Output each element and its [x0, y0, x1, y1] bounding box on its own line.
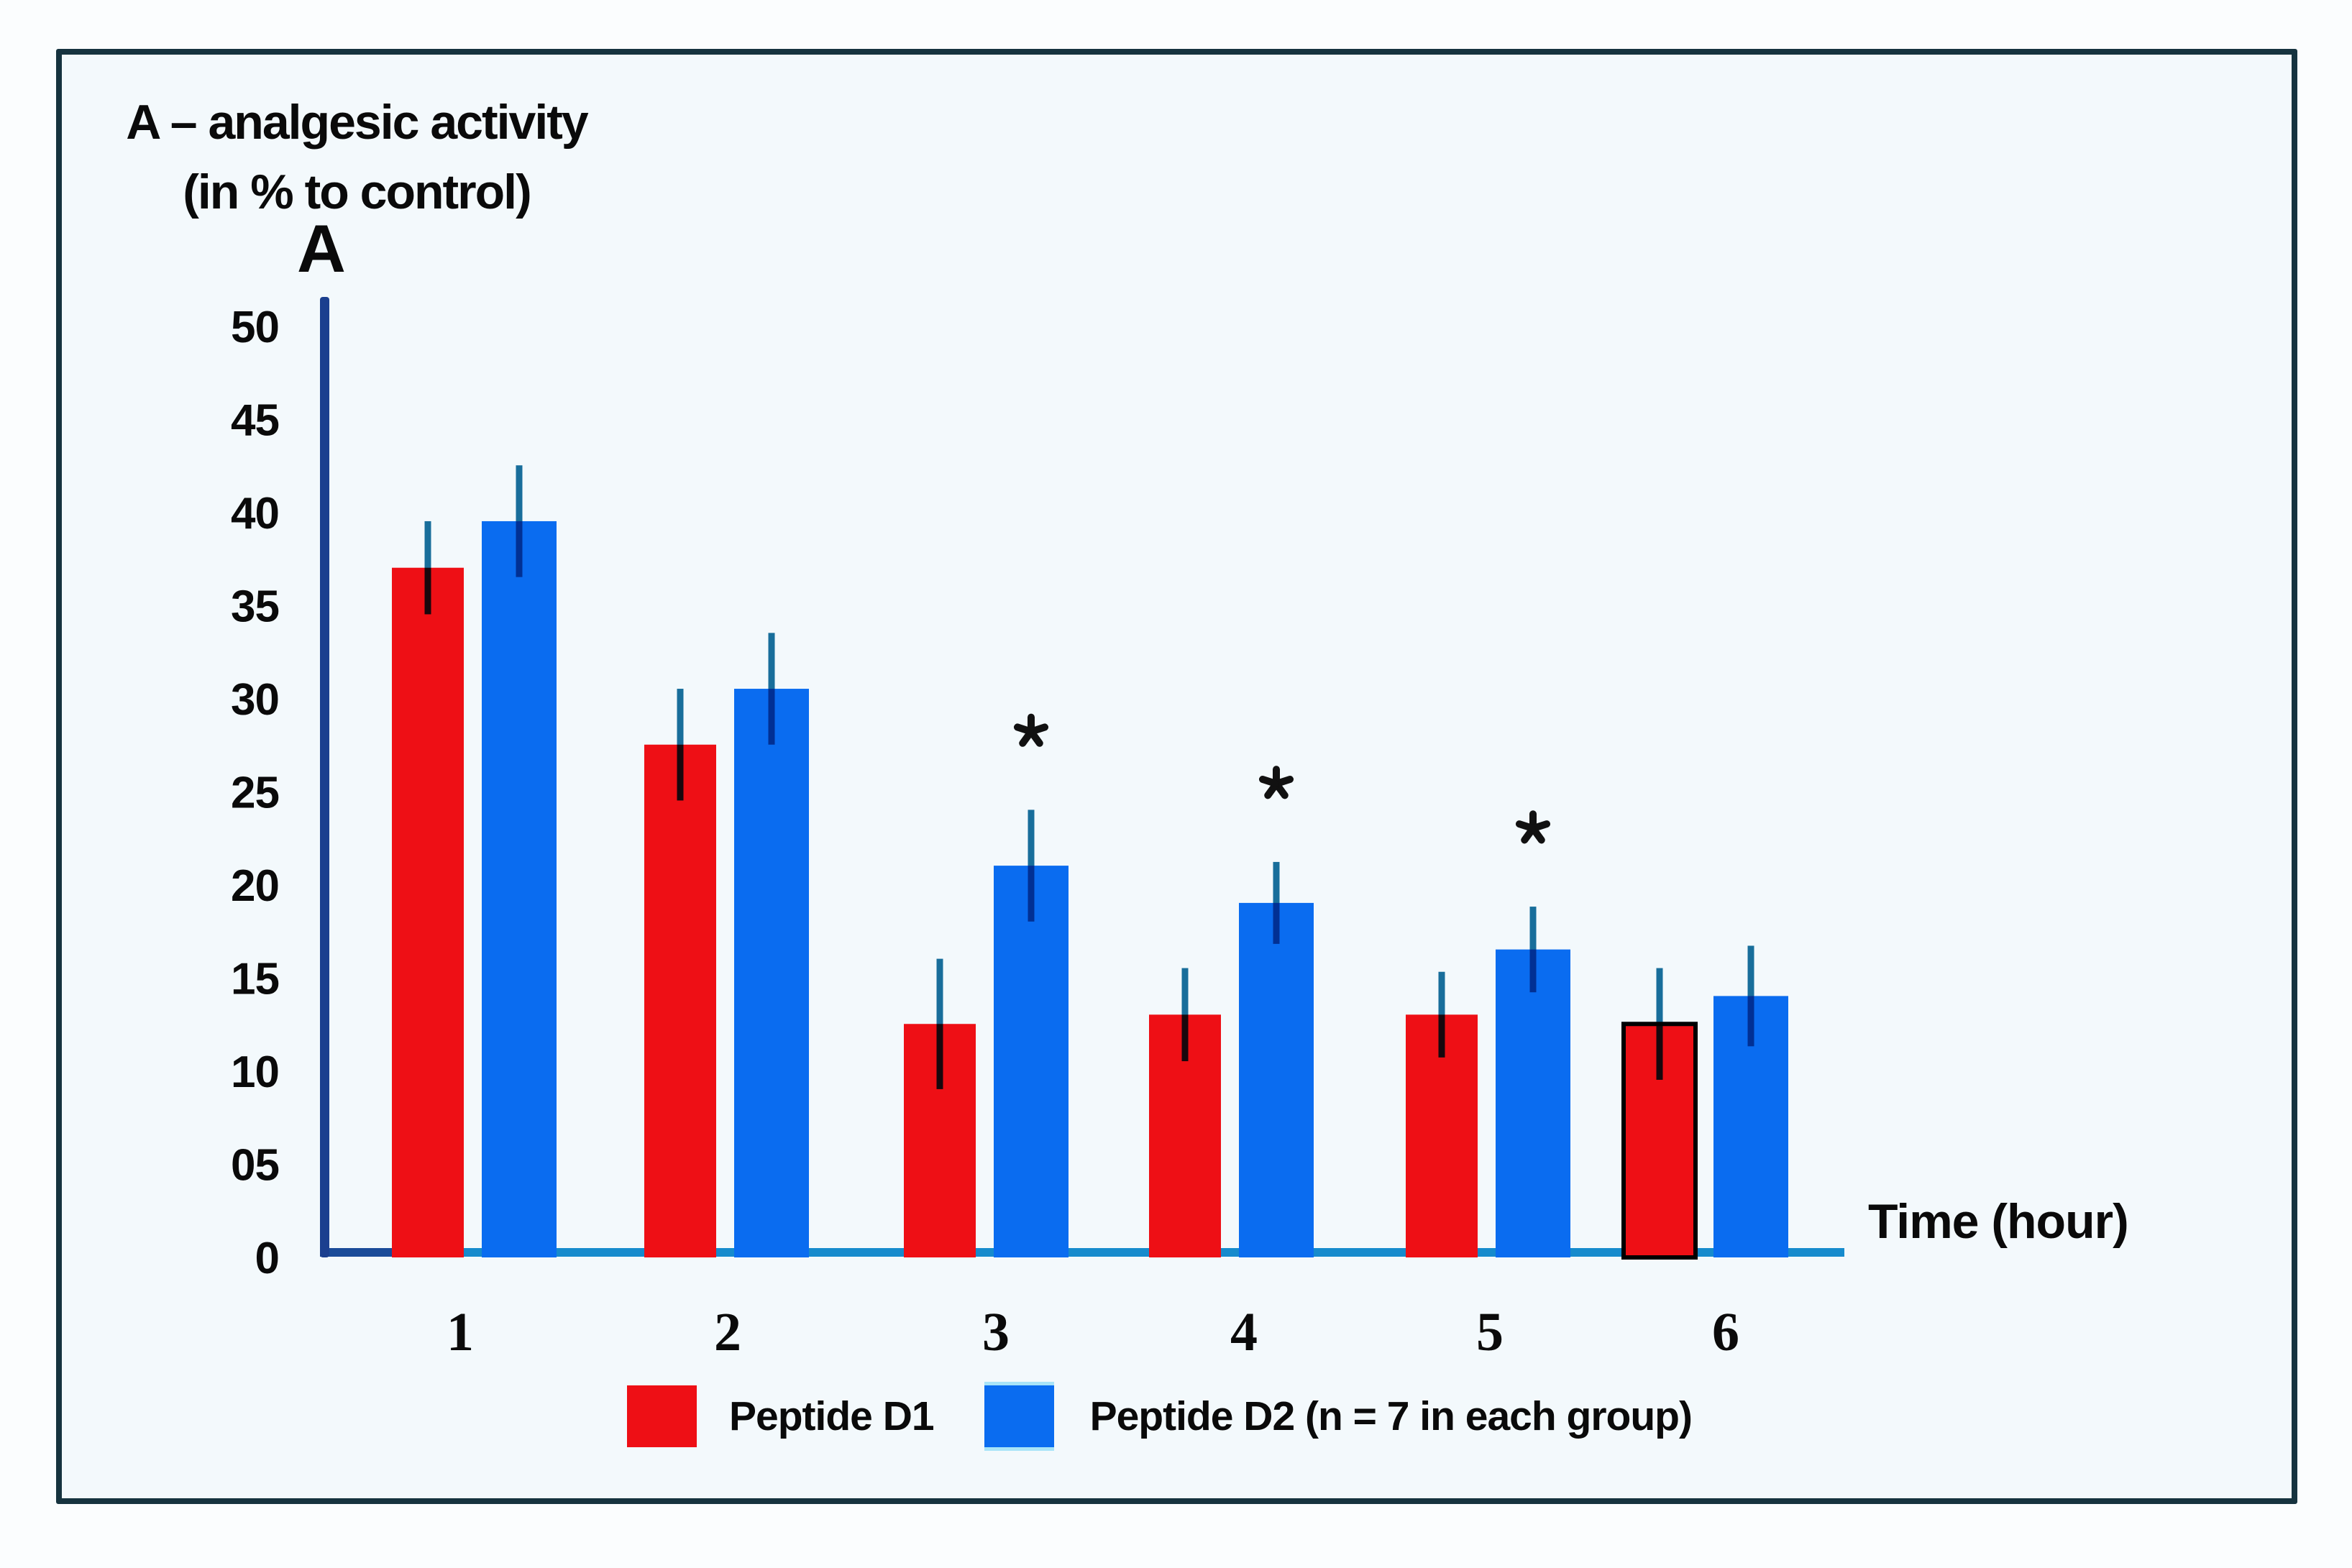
x-tick-label-5: 5 [1476, 1302, 1504, 1362]
y-tick-label-20: 20 [231, 861, 279, 911]
error-bar-d2-hour-1 [516, 465, 523, 577]
significance-star-hour-3 [1013, 713, 1049, 747]
y-tick-label-10: 10 [231, 1047, 279, 1097]
error-bar-d1-hour-3 [936, 958, 943, 1089]
legend-label-peptide-d1: Peptide D1 [729, 1393, 935, 1439]
bar-d2-hour-5 [1496, 949, 1570, 1257]
error-bar-d1-hour-5 [1438, 971, 1445, 1058]
x-axis-label: Time (hour) [1868, 1194, 2129, 1249]
y-axis-letter: A [297, 211, 346, 286]
y-tick-label-35: 35 [231, 582, 279, 632]
chart-title: A – analgesic activity (in % to control) [101, 88, 613, 226]
error-bar-d2-hour-4 [1273, 861, 1280, 944]
x-tick-label-4: 4 [1230, 1302, 1258, 1362]
y-axis-line [320, 297, 329, 1257]
y-tick-label-0: 0 [255, 1234, 279, 1283]
error-bar-d1-hour-6 [1656, 968, 1663, 1080]
bar-d1-hour-1 [392, 567, 464, 1257]
significance-star-hour-5 [1515, 810, 1551, 844]
star-spoke [1515, 820, 1536, 832]
error-bar-d1-hour-2 [677, 689, 684, 801]
y-tick-label-15: 15 [231, 955, 279, 1004]
bar-d1-hour-2 [644, 744, 716, 1257]
x-axis-line-start [320, 1248, 401, 1257]
bar-d2-hour-3 [994, 866, 1069, 1257]
legend: Peptide D1 Peptide D2 (n = 7 in each gro… [627, 1382, 1693, 1451]
chart-title-line2: (in % to control) [183, 164, 531, 219]
x-tick-label-2: 2 [714, 1302, 741, 1362]
error-bar-d2-hour-5 [1529, 907, 1537, 993]
y-tick-label-30: 30 [231, 675, 279, 725]
legend-swatch-peptide-d2 [984, 1382, 1054, 1451]
error-bar-d2-hour-6 [1747, 945, 1754, 1047]
star-spoke [1258, 775, 1279, 787]
significance-star-hour-4 [1258, 766, 1294, 799]
error-bar-d2-hour-2 [768, 633, 775, 745]
legend-label-peptide-d2: Peptide D2 (n = 7 in each group) [1089, 1393, 1693, 1439]
chart-title-line1: A – analgesic activity [126, 95, 588, 150]
bar-d2-hour-2 [734, 689, 809, 1257]
x-tick-label-3: 3 [982, 1302, 1010, 1362]
x-tick-label-6: 6 [1712, 1302, 1739, 1362]
error-bar-d1-hour-1 [424, 521, 431, 615]
star-spoke [1013, 723, 1034, 735]
bar-d2-hour-1 [482, 521, 557, 1258]
error-bar-d1-hour-4 [1181, 968, 1189, 1062]
y-tick-label-40: 40 [231, 489, 279, 538]
legend-swatch-peptide-d1 [627, 1385, 697, 1447]
error-bar-d2-hour-3 [1028, 810, 1035, 922]
x-tick-label-1: 1 [447, 1302, 474, 1362]
bar-d2-hour-4 [1239, 902, 1314, 1257]
y-tick-label-45: 45 [231, 396, 279, 446]
y-tick-label-05: 05 [231, 1141, 279, 1191]
y-tick-label-25: 25 [231, 769, 279, 818]
y-tick-label-50: 50 [231, 303, 279, 352]
